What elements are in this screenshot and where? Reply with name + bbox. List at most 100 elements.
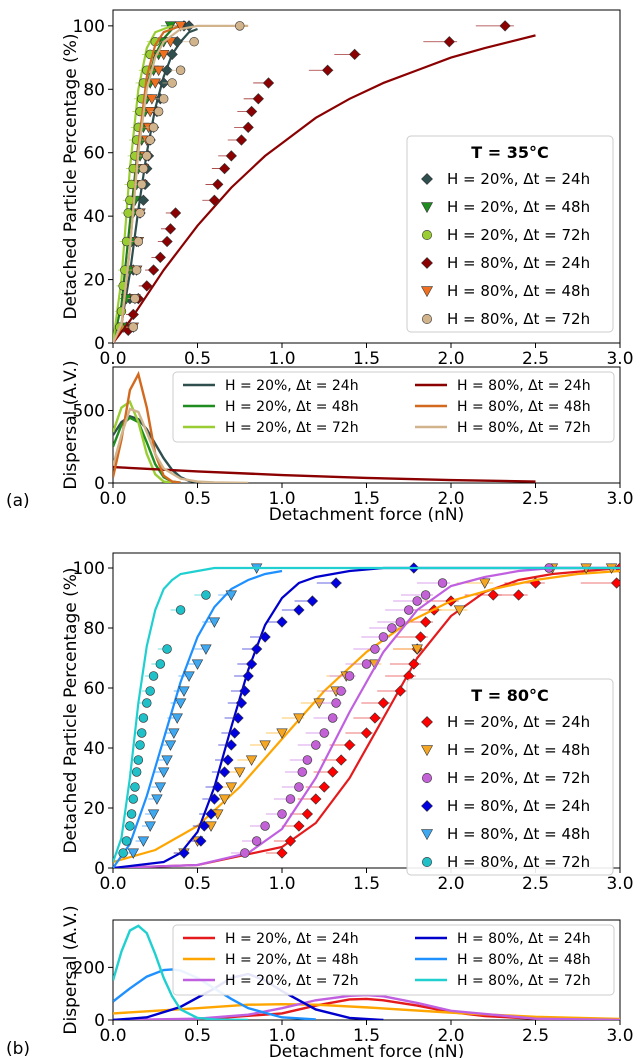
data-point <box>408 658 420 670</box>
legend-title: T = 35°C <box>471 143 548 162</box>
series-1 <box>113 1003 620 1020</box>
data-point <box>154 782 167 793</box>
data-point <box>125 821 135 831</box>
y-tick-label: 100 <box>73 559 105 579</box>
data-point <box>123 208 133 218</box>
x-tick-label: 2.0 <box>437 349 464 369</box>
data-point <box>158 94 169 104</box>
data-point <box>361 659 372 669</box>
data-point <box>387 623 397 633</box>
legend-marker <box>421 800 433 812</box>
y-tick-label: 500 <box>73 402 105 422</box>
legend-label: H = 80%, Δt = 48h <box>457 952 591 968</box>
legend-marker <box>422 230 432 240</box>
x-tick-label: 1.5 <box>353 489 380 509</box>
data-point <box>404 605 414 615</box>
data-point <box>437 578 448 588</box>
data-point <box>232 712 244 724</box>
legend-label: H = 80%, Δt = 24h <box>457 931 591 947</box>
data-point <box>205 808 217 820</box>
data-point <box>225 150 237 162</box>
data-point <box>331 698 341 708</box>
data-point <box>208 793 221 805</box>
legend-box <box>406 135 614 333</box>
legend-marker <box>422 314 432 324</box>
x-tick-label: 0.0 <box>99 1026 126 1046</box>
y-axis-label: Detached Particle Percentage (%) <box>61 567 81 853</box>
data-point <box>130 293 140 304</box>
data-point <box>276 616 288 628</box>
data-point <box>225 782 238 793</box>
data-point <box>306 595 319 607</box>
data-point <box>195 835 207 847</box>
data-point <box>145 135 155 145</box>
data-point <box>225 590 238 601</box>
data-point <box>327 766 339 778</box>
data-point <box>293 820 305 832</box>
legend-label: H = 20%, Δt = 24h <box>225 931 359 947</box>
legend-marker <box>421 173 433 185</box>
legend-label: H = 20%, Δt = 72h <box>225 973 359 989</box>
data-point <box>259 631 271 643</box>
series-3 <box>113 20 536 343</box>
x-tick-label: 2.5 <box>522 349 549 369</box>
x-tick-label: 1.5 <box>353 1026 380 1046</box>
data-point <box>343 739 356 751</box>
data-point <box>240 848 250 858</box>
data-point <box>499 20 511 32</box>
data-point <box>137 728 147 738</box>
data-point <box>126 809 137 819</box>
data-point <box>420 590 431 600</box>
legend-label: H = 20%, Δt = 72h <box>447 226 590 244</box>
data-point <box>149 78 161 89</box>
data-point <box>153 106 164 117</box>
x-tick-label: 1.5 <box>353 349 380 369</box>
data-point <box>369 712 381 724</box>
x-tick-label: 0.0 <box>99 874 126 894</box>
data-point <box>229 727 241 739</box>
legend-label: H = 80%, Δt = 24h <box>447 797 590 815</box>
data-point <box>297 767 307 777</box>
data-point <box>208 617 221 628</box>
data-point <box>234 767 246 778</box>
data-point <box>335 754 347 766</box>
x-tick-label: 3.0 <box>606 874 633 894</box>
x-tick-label: 2.5 <box>522 489 549 509</box>
data-point <box>212 178 224 191</box>
plot-area <box>113 370 536 483</box>
legend-box <box>172 924 615 996</box>
y-tick-label: 40 <box>83 207 105 227</box>
data-point <box>251 643 263 655</box>
data-point <box>161 755 173 766</box>
data-point <box>154 251 166 263</box>
legend-box <box>172 371 615 443</box>
data-point <box>277 809 287 819</box>
data-point <box>133 236 144 247</box>
data-point <box>443 36 455 48</box>
data-point <box>144 821 156 832</box>
legend-label: H = 80%, Δt = 72h <box>447 310 590 328</box>
x-tick-label: 2.5 <box>522 874 549 894</box>
x-tick-label: 3.0 <box>606 349 633 369</box>
legend-label: H = 80%, Δt = 48h <box>457 399 591 415</box>
series-line <box>113 1003 620 1020</box>
data-point <box>133 755 144 765</box>
legend-marker <box>422 857 432 867</box>
x-tick-label: 2.5 <box>522 1026 549 1046</box>
x-tick-label: 0.0 <box>99 349 126 369</box>
y-tick-label: 200 <box>73 958 105 978</box>
data-point <box>276 728 288 739</box>
data-point <box>162 644 172 654</box>
data-point <box>293 713 305 724</box>
legend-marker <box>421 257 433 269</box>
data-point <box>310 793 322 805</box>
data-point <box>178 847 190 859</box>
data-point <box>235 21 245 31</box>
data-point <box>161 235 173 248</box>
data-point <box>251 836 262 846</box>
data-point <box>147 809 160 820</box>
data-point <box>137 194 150 206</box>
data-point <box>166 48 178 61</box>
data-point <box>222 754 234 766</box>
data-point <box>135 208 145 218</box>
